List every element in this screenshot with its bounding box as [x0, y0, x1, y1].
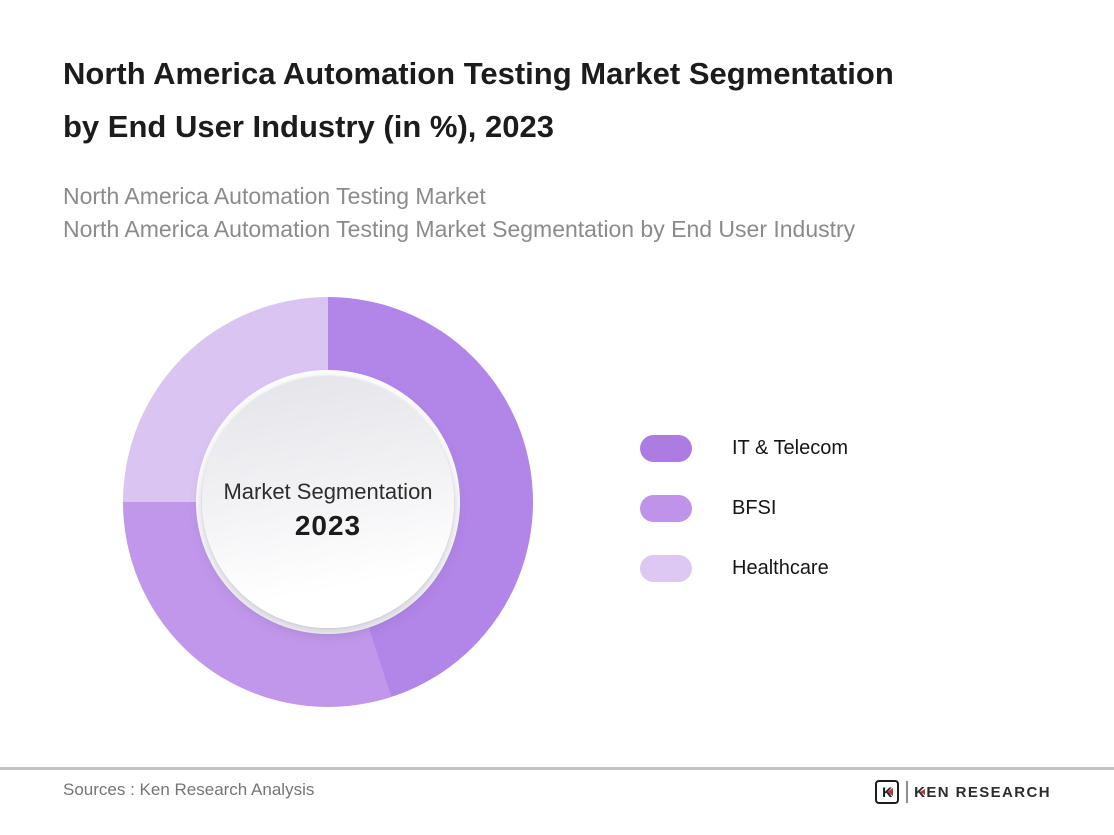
- ken-research-k-icon: K: [875, 780, 900, 804]
- subtitle-line-2: North America Automation Testing Market …: [63, 216, 856, 242]
- donut-chart: Market Segmentation 2023: [123, 297, 533, 707]
- ken-research-logo: K KEN RESEARCH: [875, 778, 1051, 806]
- legend-label: IT & Telecom: [732, 437, 848, 459]
- donut-center-label: Market Segmentation: [223, 478, 433, 504]
- legend-label: Healthcare: [732, 557, 829, 579]
- brand-accent-triangle: [920, 788, 926, 795]
- donut-center-disc: Market Segmentation 2023: [202, 376, 454, 628]
- legend-label: BFSI: [732, 497, 777, 519]
- donut-center-year: 2023: [294, 509, 362, 541]
- donut-hole: Market Segmentation 2023: [196, 370, 460, 634]
- brand-accent-triangle: [887, 788, 894, 796]
- subtitle-line-1: North America Automation Testing Market: [63, 183, 486, 209]
- legend-swatch: [640, 435, 692, 462]
- legend-item: IT & Telecom: [640, 435, 848, 462]
- sources-text: Sources : Ken Research Analysis: [63, 780, 315, 799]
- legend-swatch: [640, 555, 692, 582]
- legend-item: BFSI: [640, 495, 848, 522]
- brand-name: KEN RESEARCH: [914, 784, 1051, 801]
- legend-item: Healthcare: [640, 555, 848, 582]
- logo-divider-bar: [906, 781, 909, 803]
- brand-name-text: KEN RESEARCH: [914, 783, 1051, 801]
- title-line-1: North America Automation Testing Market …: [63, 56, 894, 91]
- legend-swatch: [640, 495, 692, 522]
- title-line-2: by End User Industry (in %), 2023: [63, 109, 554, 144]
- chart-legend: IT & Telecom BFSI Healthcare: [640, 435, 848, 615]
- page-title: North America Automation Testing Market …: [63, 47, 894, 153]
- chart-subtitle: North America Automation Testing Market …: [63, 180, 855, 246]
- footer-divider: [0, 767, 1114, 770]
